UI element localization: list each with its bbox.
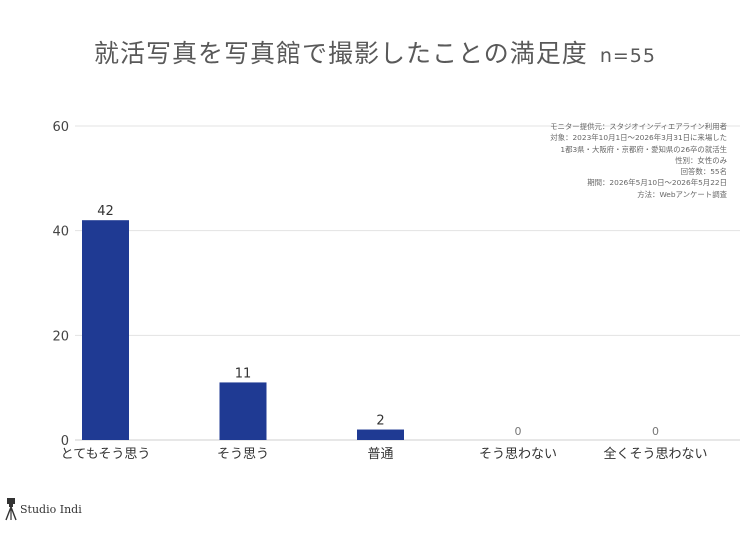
y-tick-label: 60 xyxy=(52,120,69,135)
y-tick-label: 20 xyxy=(52,329,69,344)
x-tick-label: そう思わない xyxy=(479,447,557,462)
sample-size: n=55 xyxy=(599,45,656,67)
note-region: 1都3県・大阪府・京都府・愛知県の26卒の就活生 xyxy=(560,144,727,154)
data-label: 0 xyxy=(652,425,659,438)
camera-tripod-icon xyxy=(5,498,17,521)
note-responses: 回答数：55名 xyxy=(680,167,727,177)
data-label: 11 xyxy=(235,366,252,381)
bar xyxy=(82,220,129,440)
studio-logo: Studio Indi xyxy=(4,497,82,521)
bar xyxy=(357,429,404,440)
data-label: 0 xyxy=(515,425,522,438)
x-tick-label: そう思う xyxy=(217,447,269,462)
x-tick-label: とてもそう思う xyxy=(61,447,151,462)
data-label: 42 xyxy=(97,204,114,219)
y-tick-label: 40 xyxy=(52,225,69,240)
note-method: 方法：Webアンケート調査 xyxy=(637,189,727,199)
note-period: 期間：2026年5月10日〜2026年5月22日 xyxy=(587,178,727,188)
logo-text: Studio Indi xyxy=(20,502,82,516)
note-source: モニター提供元：スタジオインディエアライン利用者 xyxy=(550,122,727,131)
y-tick-label: 0 xyxy=(61,434,69,449)
title-text: 就活写真を写真館で撮影したことの満足度 xyxy=(94,39,588,68)
chart-title: 就活写真を写真館で撮影したことの満足度 n=55 xyxy=(0,34,750,70)
bar xyxy=(219,382,267,440)
x-tick-label: 全くそう思わない xyxy=(603,446,707,462)
note-gender: 性別：女性のみ xyxy=(675,155,727,165)
data-label: 2 xyxy=(376,414,384,429)
x-tick-label: 普通 xyxy=(367,447,393,462)
survey-notes: モニター提供元：スタジオインディエアライン利用者 対象：2023年10月1日〜2… xyxy=(550,121,727,200)
note-target: 対象：2023年10月1日〜2026年3月31日に来場した xyxy=(550,133,727,143)
